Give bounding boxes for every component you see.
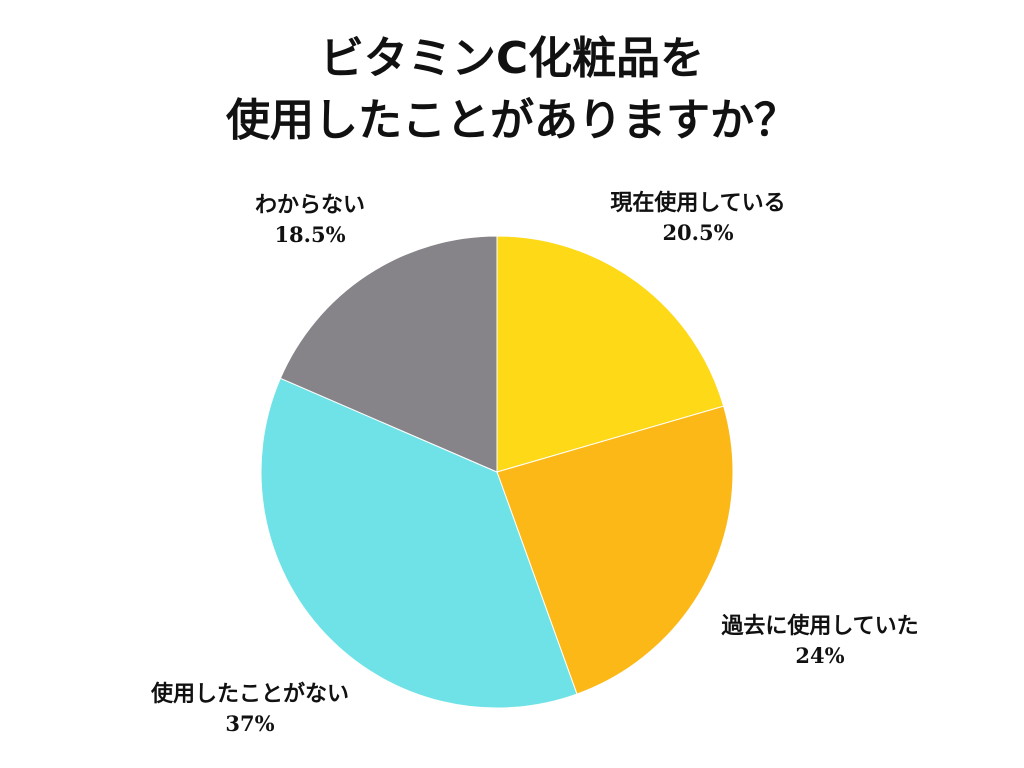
pie-slice-current-use: [496, 235, 725, 473]
slice-label-value: 37%: [225, 711, 275, 736]
pie-slice-unknown: [279, 235, 498, 473]
slice-label-name: わからない: [254, 193, 365, 218]
chart-title: ビタミンC化粧品を 使用したことがありますか？: [0, 28, 1024, 152]
slice-label-past-use: 過去に使用していた 24%: [670, 613, 970, 671]
slice-label-never-used: 使用したことがない 37%: [100, 681, 400, 739]
chart-title-line-1: ビタミンC化粧品を: [319, 33, 705, 84]
pie-slice-past-use: [496, 405, 734, 695]
slice-label-value: 18.5%: [274, 222, 346, 247]
slice-label-name: 現在使用している: [610, 191, 786, 216]
chart-title-line-2: 使用したことがありますか？: [226, 95, 798, 146]
slice-label-name: 使用したことがない: [150, 682, 349, 707]
slice-label-current-use: 現在使用している 20.5%: [548, 190, 848, 248]
slice-label-value: 20.5%: [662, 220, 734, 245]
slice-label-unknown: わからない 18.5%: [180, 192, 440, 250]
slice-label-value: 24%: [795, 643, 845, 668]
pie-slice-never-used: [260, 377, 578, 709]
slice-label-name: 過去に使用していた: [721, 614, 919, 639]
